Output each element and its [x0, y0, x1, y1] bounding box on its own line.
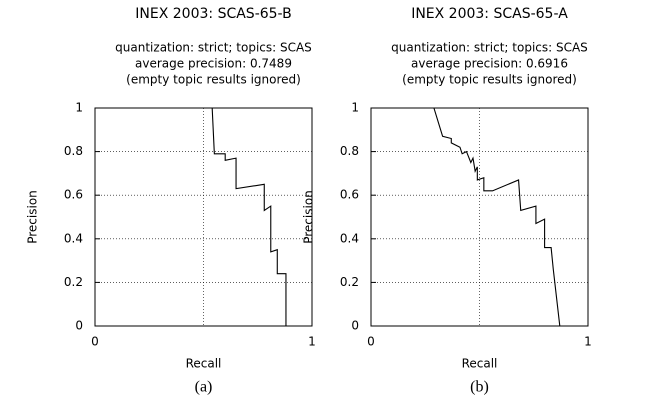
chart-title: INEX 2003: SCAS-65-B: [135, 6, 291, 22]
subtitle: (empty topic results ignored): [126, 73, 301, 87]
x-tick-label: 0: [91, 335, 99, 349]
y-tick-label: 0.8: [340, 144, 359, 158]
y-tick-label: 0.6: [64, 188, 83, 202]
y-tick-label: 0.6: [340, 188, 359, 202]
x-tick-label: 1: [308, 335, 316, 349]
caption: (b): [470, 379, 489, 396]
plot-frame: [94, 107, 313, 327]
y-tick-label: 0.4: [64, 231, 83, 245]
y-tick-label: 0.4: [340, 231, 359, 245]
x-tick-label: 0: [367, 335, 375, 349]
caption: (a): [195, 379, 213, 396]
subtitle: (empty topic results ignored): [402, 73, 577, 87]
y-tick-label: 0: [351, 319, 359, 333]
x-axis-label: Recall: [462, 357, 498, 371]
subtitle: quantization: strict; topics: SCAS: [391, 41, 588, 55]
x-axis-label: Recall: [186, 357, 222, 371]
subtitle: quantization: strict; topics: SCAS: [115, 41, 312, 55]
y-tick-label: 0.8: [64, 144, 83, 158]
y-axis-label: Precision: [26, 190, 40, 244]
y-axis-label: Precision: [302, 190, 316, 244]
subtitle: average precision: 0.6916: [411, 57, 568, 71]
pr-curve: [433, 107, 569, 327]
subtitle: average precision: 0.7489: [135, 57, 292, 71]
chart-title: INEX 2003: SCAS-65-A: [411, 6, 568, 22]
pr-curve: [211, 107, 295, 327]
y-tick-label: 0.2: [64, 275, 83, 289]
y-tick-label: 0: [75, 319, 83, 333]
y-tick-label: 1: [75, 101, 83, 115]
plot-frame: [370, 107, 589, 327]
y-tick-label: 1: [351, 101, 359, 115]
x-tick-label: 1: [584, 335, 592, 349]
y-tick-label: 0.2: [340, 275, 359, 289]
